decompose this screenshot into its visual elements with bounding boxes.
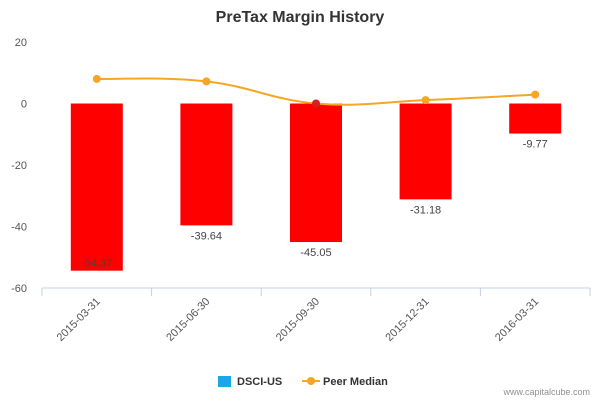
bar[interactable] (290, 103, 342, 243)
credit-text: www.capitalcube.com (502, 387, 590, 397)
chart-title: PreTax Margin History (216, 9, 385, 26)
legend-label-dsci-us: DSCI-US (237, 376, 282, 388)
peer-median-point[interactable] (421, 96, 430, 105)
bar-data-label: -39.64 (191, 230, 222, 242)
x-tick-label: 2015-06-30 (164, 296, 212, 344)
bar-data-label: -9.77 (523, 139, 548, 151)
y-tick-label: -20 (11, 160, 27, 172)
x-tick-label: 2015-12-31 (383, 296, 431, 344)
bar-data-label: -31.18 (410, 204, 441, 216)
y-axis: 20 0 -20 -40 -60 (11, 37, 27, 295)
bar[interactable] (399, 103, 452, 200)
x-tick-label: 2015-03-31 (55, 296, 103, 344)
bar-series (70, 103, 562, 271)
bar-data-labels: -54.37 -39.64 -45.05 -31.18 -9.77 (81, 139, 548, 270)
peer-median-point[interactable] (202, 77, 211, 86)
peer-median-series (92, 74, 540, 108)
peer-median-point[interactable] (92, 74, 101, 83)
x-tick-label: 2015-09-30 (274, 296, 322, 344)
bar-data-label: -54.37 (81, 258, 112, 270)
legend-swatch-dsci-us (218, 376, 231, 387)
legend-marker-peer-median (307, 377, 315, 385)
y-tick-label: -40 (11, 222, 27, 234)
y-tick-label: 0 (21, 99, 27, 111)
x-tick-label: 2016-03-31 (493, 296, 541, 344)
peer-median-point[interactable] (531, 90, 540, 99)
peer-median-point[interactable] (312, 99, 320, 108)
bar[interactable] (509, 103, 562, 134)
y-tick-label: -60 (11, 283, 27, 295)
bar[interactable] (70, 103, 123, 271)
x-axis: 2015-03-31 2015-06-30 2015-09-30 2015-12-31… (41, 287, 591, 344)
legend[interactable]: DSCI-US Peer Median (218, 376, 388, 388)
y-tick-label: 20 (15, 37, 27, 49)
bar[interactable] (180, 103, 233, 226)
bar-data-label: -45.05 (300, 247, 331, 259)
legend-label-peer-median: Peer Median (323, 376, 388, 388)
